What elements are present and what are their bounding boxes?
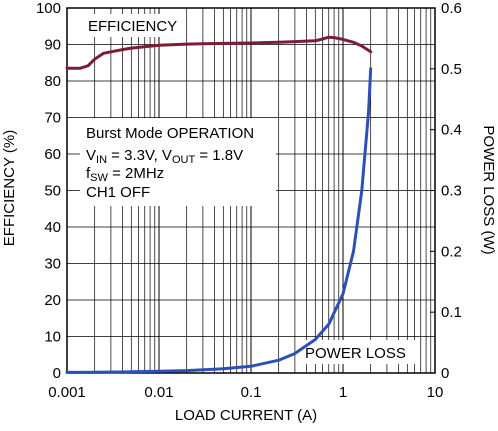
x-axis-title: LOAD CURRENT (A) bbox=[175, 407, 317, 424]
y-right-tick-label: 0.5 bbox=[441, 61, 462, 78]
x-tick-label: 0.001 bbox=[48, 384, 86, 401]
conditions-box bbox=[80, 118, 276, 206]
x-tick-label: 0.01 bbox=[144, 384, 173, 401]
f-symbol: f bbox=[86, 165, 91, 182]
x-tick-label: 1 bbox=[339, 384, 347, 401]
conditions-line-1: Burst Mode OPERATION bbox=[86, 125, 254, 142]
vout-value: = 1.8V bbox=[195, 147, 243, 164]
fsw-subscript: SW bbox=[90, 172, 108, 184]
efficiency-series-label: EFFICIENCY bbox=[88, 18, 177, 35]
vout-subscript: OUT bbox=[172, 154, 196, 166]
y-right-tick-label: 0.6 bbox=[441, 0, 462, 17]
y-left-tick-labels: 0 10 20 30 40 50 60 70 80 90 100 bbox=[36, 0, 61, 382]
y-right-tick-label: 0.2 bbox=[441, 243, 462, 260]
y-left-tick-label: 60 bbox=[44, 146, 61, 163]
vin-subscript: IN bbox=[96, 154, 107, 166]
conditions-line-4: CH1 OFF bbox=[86, 184, 150, 201]
y-left-tick-label: 0 bbox=[53, 365, 61, 382]
y-left-tick-label: 40 bbox=[44, 219, 61, 236]
y-left-tick-label: 30 bbox=[44, 256, 61, 273]
y-left-tick-label: 70 bbox=[44, 110, 61, 127]
y-left-tick-label: 80 bbox=[44, 73, 61, 90]
y-left-tick-label: 100 bbox=[36, 0, 61, 17]
y-right-tick-label: 0.1 bbox=[441, 304, 462, 321]
tick-marks bbox=[430, 68, 435, 313]
efficiency-line bbox=[65, 35, 373, 70]
x-tick-label: 0.1 bbox=[241, 384, 262, 401]
conditions-line-2: VIN = 3.3V, VOUT = 1.8V bbox=[86, 147, 243, 166]
v-symbol: V bbox=[86, 147, 96, 164]
efficiency-label-box bbox=[83, 14, 186, 37]
power-loss-line bbox=[65, 67, 373, 374]
y-left-tick-label: 20 bbox=[44, 292, 61, 309]
power-loss-series-label: POWER LOSS bbox=[305, 345, 406, 362]
x-tick-labels: 0.001 0.01 0.1 1 10 bbox=[48, 384, 443, 401]
y-left-tick-label: 50 bbox=[44, 183, 61, 200]
y-right-axis-title: POWER LOSS (W) bbox=[480, 125, 497, 254]
y-left-tick-label: 90 bbox=[44, 37, 61, 54]
series-layer bbox=[65, 35, 373, 374]
conditions-line-3: fSW = 2MHz bbox=[86, 165, 164, 184]
y-right-tick-label: 0.3 bbox=[441, 183, 462, 200]
y-right-tick-label: 0 bbox=[441, 365, 449, 382]
y-left-axis-title: EFFICIENCY (%) bbox=[1, 130, 18, 246]
x-tick-label: 10 bbox=[427, 384, 444, 401]
y-left-tick-label: 10 bbox=[44, 329, 61, 346]
y-right-tick-labels: 0 0.1 0.2 0.3 0.4 0.5 0.6 bbox=[441, 0, 462, 382]
fsw-value: = 2MHz bbox=[108, 165, 164, 182]
vin-value: = 3.3V, V bbox=[107, 147, 172, 164]
power-loss-label-box bbox=[298, 340, 418, 364]
y-right-tick-label: 0.4 bbox=[441, 122, 462, 139]
